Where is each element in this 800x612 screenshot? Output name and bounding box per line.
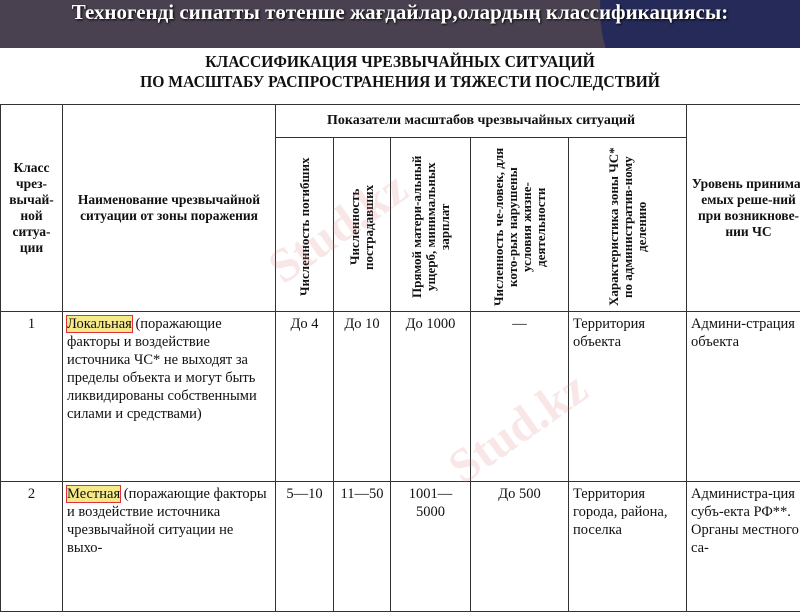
table-title-line1: КЛАССИФИКАЦИЯ ЧРЕЗВЫЧАЙНЫХ СИТУАЦИЙ bbox=[32, 52, 768, 72]
table-row: 1 Локальная (поражающие факторы и воздей… bbox=[1, 312, 800, 482]
row-level: Админи-страция объекта bbox=[687, 312, 800, 482]
header-disrupted: Численность че-ловек, для кото-рых наруш… bbox=[492, 147, 548, 307]
row-name: Локальная (поражающие факторы и воздейст… bbox=[63, 312, 276, 482]
row-dead: 5—10 bbox=[276, 482, 334, 612]
header-group: Показатели масштабов чрезвычайных ситуац… bbox=[276, 105, 687, 138]
header-level: Уровень принима-емых реше-ний при возник… bbox=[687, 105, 800, 312]
row-injured: До 10 bbox=[334, 312, 391, 482]
header-dead: Численность погибших bbox=[298, 147, 312, 307]
row-dead: До 4 bbox=[276, 312, 334, 482]
row-level: Администра-ция субъ-екта РФ**. Органы ме… bbox=[687, 482, 800, 612]
row-disrupted: — bbox=[471, 312, 569, 482]
row-name: Местная (поражающие факторы и воздействи… bbox=[63, 482, 276, 612]
row-injured: 11—50 bbox=[334, 482, 391, 612]
table-row: 2 Местная (поражающие факторы и воздейст… bbox=[1, 482, 800, 612]
table-title-line2: ПО МАСШТАБУ РАСПРОСТРАНЕНИЯ И ТЯЖЕСТИ ПО… bbox=[32, 72, 768, 92]
classification-table: Класс чрез-вычай-ной ситуа-ции Наименова… bbox=[0, 104, 800, 612]
slide-title-bar: Техногенді сипатты төтенше жағдайлар,ола… bbox=[0, 0, 800, 48]
header-damage: Прямой матери-альный ущерб, минимальных … bbox=[410, 147, 452, 307]
header-class: Класс чрез-вычай-ной ситуа-ции bbox=[1, 105, 63, 312]
header-injured: Численность пострадавших bbox=[348, 147, 376, 307]
header-zone: Характеристика зоны ЧС* по административ… bbox=[607, 147, 649, 307]
row-damage: 1001—5000 bbox=[391, 482, 471, 612]
row-damage: До 1000 bbox=[391, 312, 471, 482]
slide-title: Техногенді сипатты төтенше жағдайлар,ола… bbox=[0, 0, 800, 24]
highlighted-term: Локальная bbox=[67, 316, 132, 332]
row-zone: Территория города, района, поселка bbox=[569, 482, 687, 612]
header-name: Наименование чрезвычайной ситуации от зо… bbox=[63, 105, 276, 312]
row-zone: Территория объекта bbox=[569, 312, 687, 482]
row-class: 2 bbox=[1, 482, 63, 612]
row-class: 1 bbox=[1, 312, 63, 482]
row-disrupted: До 500 bbox=[471, 482, 569, 612]
highlighted-term: Местная bbox=[67, 486, 120, 502]
